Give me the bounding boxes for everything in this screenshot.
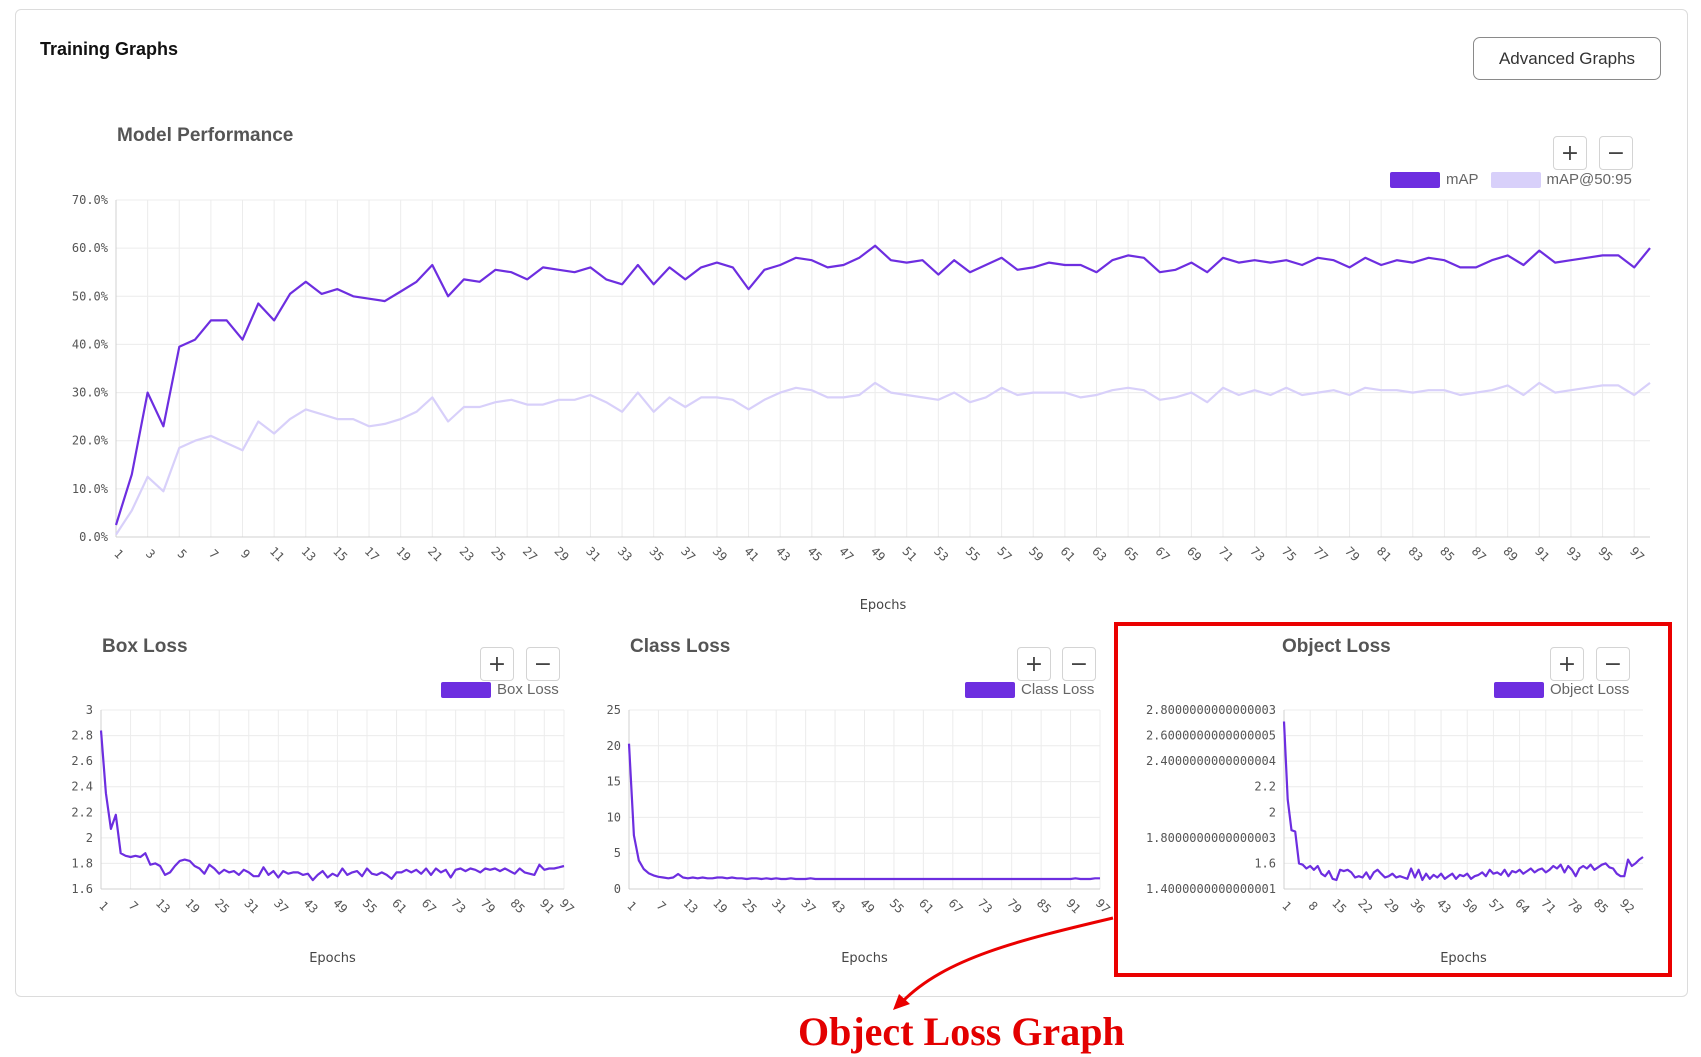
map-legend-swatch — [1390, 171, 1440, 188]
box-x-axis-title: Epochs — [309, 951, 356, 966]
class-chart-title: Class Loss — [630, 636, 731, 657]
perf-x-axis-title: Epochs — [860, 598, 907, 613]
class-zoom-in-button[interactable]: + — [1017, 647, 1051, 681]
box-zoom-in-button[interactable]: + — [480, 647, 514, 681]
object-chart-title: Object Loss — [1282, 636, 1391, 657]
box-y-tick-label: 2 — [86, 831, 93, 845]
perf-y-tick-label: 10.0% — [72, 482, 109, 496]
perf-legend: mAP mAP@50:95 — [1390, 171, 1632, 188]
class-legend: Class Loss — [965, 681, 1094, 698]
cls-y-tick-label: 10 — [607, 810, 621, 824]
object-zoom-in-button[interactable]: + — [1550, 647, 1584, 681]
box-loss-legend-label: Box Loss — [497, 681, 559, 698]
map5095-legend-swatch — [1490, 171, 1541, 188]
cls-y-tick-label: 5 — [614, 846, 621, 860]
class-loss-legend-swatch — [965, 681, 1015, 698]
perf-y-tick-label: 50.0% — [72, 289, 109, 303]
perf-y-tick-label: 60.0% — [72, 241, 109, 255]
perf-y-tick-label: 20.0% — [72, 434, 109, 448]
box-y-tick-label: 2.6 — [71, 754, 93, 768]
obj-y-tick-label: 2 — [1269, 805, 1276, 819]
object-loss-legend-swatch — [1494, 681, 1544, 698]
object-loss-legend-label: Object Loss — [1550, 681, 1630, 698]
box-zoom-out-button[interactable]: − — [526, 647, 560, 681]
obj-x-axis-title: Epochs — [1440, 951, 1487, 966]
card-title: Training Graphs — [40, 39, 179, 59]
obj-y-tick-label: 2.2 — [1254, 780, 1276, 794]
box-legend: Box Loss — [441, 681, 559, 698]
perf-series-map — [114, 244, 1651, 526]
box-y-tick-label: 2.4 — [71, 780, 93, 794]
perf-chart-title: Model Performance — [117, 125, 294, 146]
perf-zoom-in-button[interactable]: + — [1553, 136, 1587, 170]
map5095-legend-label: mAP@50:95 — [1546, 171, 1632, 188]
obj-y-tick-label: 2.4000000000000004 — [1146, 754, 1276, 768]
obj-y-tick-label: 1.6 — [1254, 856, 1276, 870]
object-zoom-out-button[interactable]: − — [1596, 647, 1630, 681]
box-y-tick-label: 1.8 — [71, 856, 93, 870]
object-loss-callout-label: Object Loss Graph — [798, 1009, 1125, 1054]
box-y-tick-label: 1.6 — [71, 882, 93, 896]
perf-y-tick-label: 0.0% — [79, 530, 109, 544]
cls-y-tick-label: 15 — [607, 775, 621, 789]
box-y-tick-label: 2.8 — [71, 729, 93, 743]
map-legend-label: mAP — [1446, 171, 1479, 188]
obj-y-tick-label: 2.6000000000000005 — [1146, 729, 1276, 743]
box-chart-title: Box Loss — [102, 636, 188, 657]
box-y-tick-label: 2.2 — [71, 805, 93, 819]
cls-y-tick-label: 20 — [607, 739, 621, 753]
obj-series-object-loss — [1282, 721, 1644, 882]
box-series-box-loss — [99, 730, 565, 882]
class-loss-legend-label: Class Loss — [1021, 681, 1095, 698]
obj-y-tick-label: 1.8000000000000003 — [1146, 831, 1276, 845]
advanced-graphs-button[interactable]: Advanced Graphs — [1473, 37, 1661, 80]
class-zoom-out-button[interactable]: − — [1062, 647, 1096, 681]
obj-y-tick-label: 1.4000000000000001 — [1146, 882, 1276, 896]
perf-y-tick-label: 40.0% — [72, 337, 109, 351]
perf-zoom-out-button[interactable]: − — [1599, 136, 1633, 170]
cls-series-class-loss — [627, 743, 1100, 881]
box-loss-legend-swatch — [441, 681, 491, 698]
perf-series-map-50-95 — [115, 381, 1651, 536]
perf-y-tick-label: 70.0% — [72, 193, 109, 207]
perf-y-tick-label: 30.0% — [72, 386, 109, 400]
cls-x-axis-title: Epochs — [841, 951, 888, 966]
object-loss-highlight-box — [1114, 622, 1672, 977]
cls-y-tick-label: 0 — [614, 882, 621, 896]
cls-y-tick-label: 25 — [607, 703, 621, 717]
box-y-tick-label: 3 — [86, 703, 93, 717]
object-legend: Object Loss — [1494, 681, 1629, 698]
obj-y-tick-label: 2.8000000000000003 — [1146, 703, 1276, 717]
